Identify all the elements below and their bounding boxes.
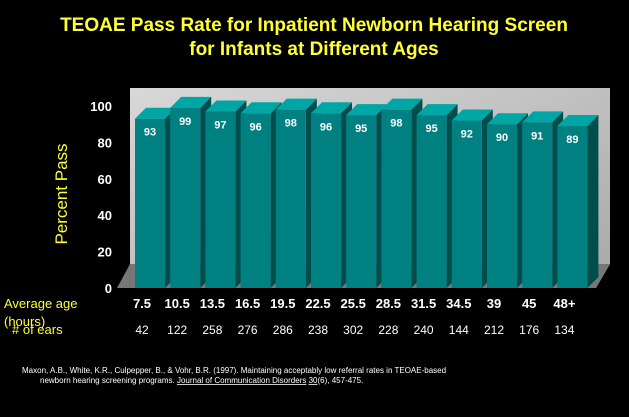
bar [416,115,447,288]
ears-count: 240 [414,323,434,337]
x-tick-label: 22.5 [305,296,330,311]
bar [451,120,482,288]
ears-count: 176 [519,323,539,337]
bar-top [557,115,599,127]
ears-count: 122 [167,323,187,337]
bar [522,122,553,288]
ears-count: 286 [273,323,293,337]
row-label-ears: # of ears [12,322,63,337]
bar-top [381,98,423,110]
citation-line2-pre: newborn hearing screening programs. [40,376,177,385]
bar-value-label: 98 [285,118,297,130]
y-tick-label: 0 [105,281,112,296]
bar [275,109,306,288]
bar-side [587,115,599,289]
x-tick-label: 34.5 [446,296,471,311]
ears-count: 228 [378,323,398,337]
bar-value-label: 95 [355,123,367,135]
bar [240,113,271,288]
bar [487,124,517,288]
bar-top [311,102,352,114]
x-tick-label: 39 [487,296,501,311]
ears-count: 42 [135,323,149,337]
citation-journal: Journal of Communication Disorders [177,376,306,385]
bar-top [522,111,564,123]
bar [170,107,201,288]
y-tick-label: 40 [98,208,112,223]
bar [381,109,412,288]
bar-top [135,107,176,119]
bar-value-label: 90 [496,132,508,144]
bar [205,111,236,289]
x-axis-ticks: 7.5 10.5 13.5 16.5 19.5 22.5 25.5 28.5 31.5 34.5 3… [133,296,576,311]
ears-count: 258 [202,323,222,337]
bar-value-label: 92 [461,129,473,141]
x-tick-label: 31.5 [411,296,436,311]
bar-top [416,104,458,116]
citation-line2-post: (6), 457-475. [318,376,364,385]
bar-top [346,104,388,116]
bar [346,115,377,288]
y-tick-label: 80 [98,135,112,150]
x-tick-label: 13.5 [200,296,225,311]
bar-value-label: 99 [179,116,191,128]
x-tick-label: 48+ [553,296,575,311]
y-axis: 0 20 40 60 80 100 [90,99,112,296]
bar-value-label: 89 [566,134,578,146]
citation-line2: newborn hearing screening programs. Jour… [40,376,363,385]
chart-title-line1: TEOAE Pass Rate for Inpatient Newborn He… [60,15,568,36]
x-tick-label: 45 [522,296,536,311]
bar-top [205,100,247,112]
bar-value-label: 96 [320,121,332,133]
bar [557,126,588,289]
y-tick-label: 60 [98,172,112,187]
bar-value-label: 93 [144,127,156,139]
x-tick-label: 16.5 [235,296,260,311]
row-label-average-age: Average age [4,296,78,311]
ears-count: 302 [343,323,363,337]
x-tick-label: 19.5 [270,296,295,311]
bar-value-label: 96 [249,121,261,133]
y-tick-label: 20 [98,245,112,260]
x-tick-label: 7.5 [133,296,151,311]
citation-line1: Maxon, A.B., White, K.R., Culpepper, B.,… [22,366,446,375]
x-tick-label: 28.5 [376,296,401,311]
ears-count: 144 [449,323,469,337]
x-tick-label: 10.5 [165,296,190,311]
bar [311,113,341,288]
ears-count: 238 [308,323,328,337]
bar-value-label: 98 [390,118,402,130]
bar [135,118,165,289]
bar-value-label: 91 [531,130,543,142]
bar-value-label: 95 [425,123,437,135]
bar-value-label: 97 [214,119,226,131]
bar-top [487,113,528,125]
bars-group: 93 99 97 96 98 96 95 98 95 92 90 91 89 [135,96,599,289]
ears-count: 276 [238,323,258,337]
ears-count: 134 [554,323,574,337]
bar-top [170,96,212,108]
chart-title-line2: for Infants at Different Ages [189,39,439,60]
row-label-hours: (hours) [4,314,45,329]
ears-row: 42 122 258 276 286 238 302 228 240 144 212 176 134 [135,323,574,337]
y-tick-label: 100 [90,99,112,114]
bar-top [275,98,317,110]
x-tick-label: 25.5 [341,296,366,311]
bar-top [451,109,493,121]
citation-volume: 30 [309,376,318,385]
bar-top [240,102,282,114]
y-axis-label: Percent Pass [52,143,71,244]
ears-count: 212 [484,323,504,337]
